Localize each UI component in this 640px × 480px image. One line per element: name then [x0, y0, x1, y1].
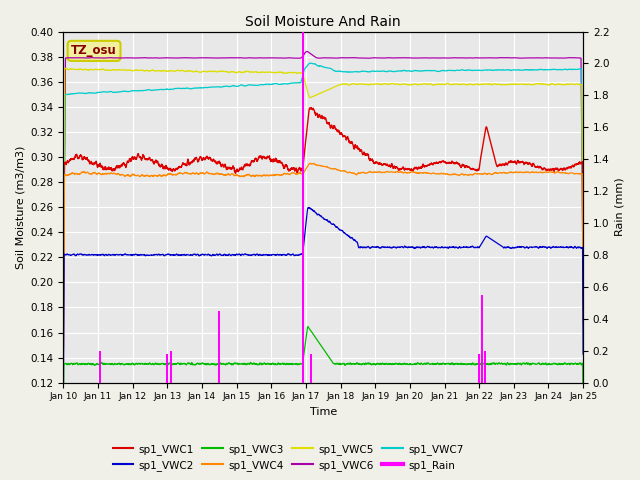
Y-axis label: Rain (mm): Rain (mm) [615, 178, 625, 237]
Bar [218, 311, 220, 383]
Legend: sp1_VWC1, sp1_VWC2, sp1_VWC3, sp1_VWC4, sp1_VWC5, sp1_VWC6, sp1_VWC7, sp1_Rain: sp1_VWC1, sp1_VWC2, sp1_VWC3, sp1_VWC4, … [109, 439, 467, 475]
Text: TZ_osu: TZ_osu [71, 44, 117, 58]
Bar [484, 351, 486, 383]
Bar [170, 351, 172, 383]
Title: Soil Moisture And Rain: Soil Moisture And Rain [245, 15, 401, 29]
Bar [302, 32, 304, 383]
Y-axis label: Soil Moisture (m3/m3): Soil Moisture (m3/m3) [15, 145, 25, 269]
Bar [166, 354, 168, 383]
Bar [478, 354, 480, 383]
Bar [310, 354, 312, 383]
Bar [99, 351, 101, 383]
X-axis label: Time: Time [310, 407, 337, 417]
Bar [481, 295, 483, 383]
